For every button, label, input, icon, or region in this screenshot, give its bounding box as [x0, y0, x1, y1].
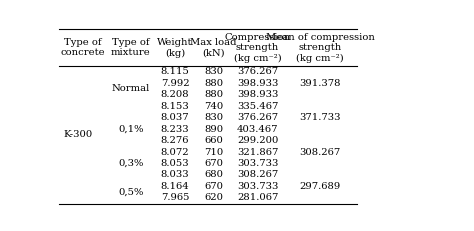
Text: 740: 740	[204, 102, 223, 111]
Text: 297.689: 297.689	[300, 182, 341, 191]
Text: 670: 670	[204, 182, 223, 191]
Text: 299.200: 299.200	[237, 136, 278, 145]
Text: Max load
(kN): Max load (kN)	[190, 38, 237, 58]
Text: 8.276: 8.276	[161, 136, 189, 145]
Text: 376.267: 376.267	[237, 113, 278, 122]
Text: 8.208: 8.208	[161, 90, 189, 99]
Text: 308.267: 308.267	[300, 148, 341, 157]
Text: 660: 660	[204, 136, 223, 145]
Text: 371.733: 371.733	[299, 113, 341, 122]
Text: 8.033: 8.033	[161, 170, 189, 179]
Text: 670: 670	[204, 159, 223, 168]
Text: 321.867: 321.867	[237, 148, 278, 157]
Text: 335.467: 335.467	[237, 102, 278, 111]
Text: 376.267: 376.267	[237, 67, 278, 76]
Text: 398.933: 398.933	[237, 90, 278, 99]
Text: Normal: Normal	[112, 84, 150, 93]
Text: Compression
strength
(kg cm⁻²): Compression strength (kg cm⁻²)	[225, 33, 291, 63]
Text: 890: 890	[204, 125, 223, 134]
Text: 303.733: 303.733	[237, 159, 278, 168]
Text: 8.037: 8.037	[161, 113, 189, 122]
Text: 0,1%: 0,1%	[118, 125, 144, 134]
Text: 830: 830	[204, 67, 223, 76]
Text: 303.733: 303.733	[237, 182, 278, 191]
Text: 398.933: 398.933	[237, 79, 278, 88]
Text: 391.378: 391.378	[299, 79, 341, 88]
Text: 0,5%: 0,5%	[118, 188, 144, 197]
Text: 0,3%: 0,3%	[118, 159, 144, 168]
Text: 308.267: 308.267	[237, 170, 278, 179]
Text: 8.153: 8.153	[161, 102, 189, 111]
Text: Type of
mixture: Type of mixture	[111, 38, 151, 58]
Text: 8.072: 8.072	[161, 148, 189, 157]
Text: 281.067: 281.067	[237, 193, 278, 202]
Text: K-300: K-300	[63, 130, 92, 139]
Text: 8.053: 8.053	[161, 159, 189, 168]
Text: Weight
(kg): Weight (kg)	[157, 38, 193, 58]
Text: 880: 880	[204, 90, 223, 99]
Text: Type of
concrete: Type of concrete	[61, 38, 105, 58]
Text: 830: 830	[204, 113, 223, 122]
Text: 8.164: 8.164	[161, 182, 189, 191]
Text: 620: 620	[204, 193, 223, 202]
Text: 8.233: 8.233	[161, 125, 189, 134]
Text: 7.992: 7.992	[161, 79, 189, 88]
Text: 7.965: 7.965	[161, 193, 189, 202]
Text: 880: 880	[204, 79, 223, 88]
Text: 403.467: 403.467	[237, 125, 278, 134]
Text: 710: 710	[204, 148, 223, 157]
Text: 680: 680	[204, 170, 223, 179]
Text: Mean of compression
strength
(kg cm⁻²): Mean of compression strength (kg cm⁻²)	[265, 33, 374, 63]
Text: 8.115: 8.115	[161, 67, 190, 76]
